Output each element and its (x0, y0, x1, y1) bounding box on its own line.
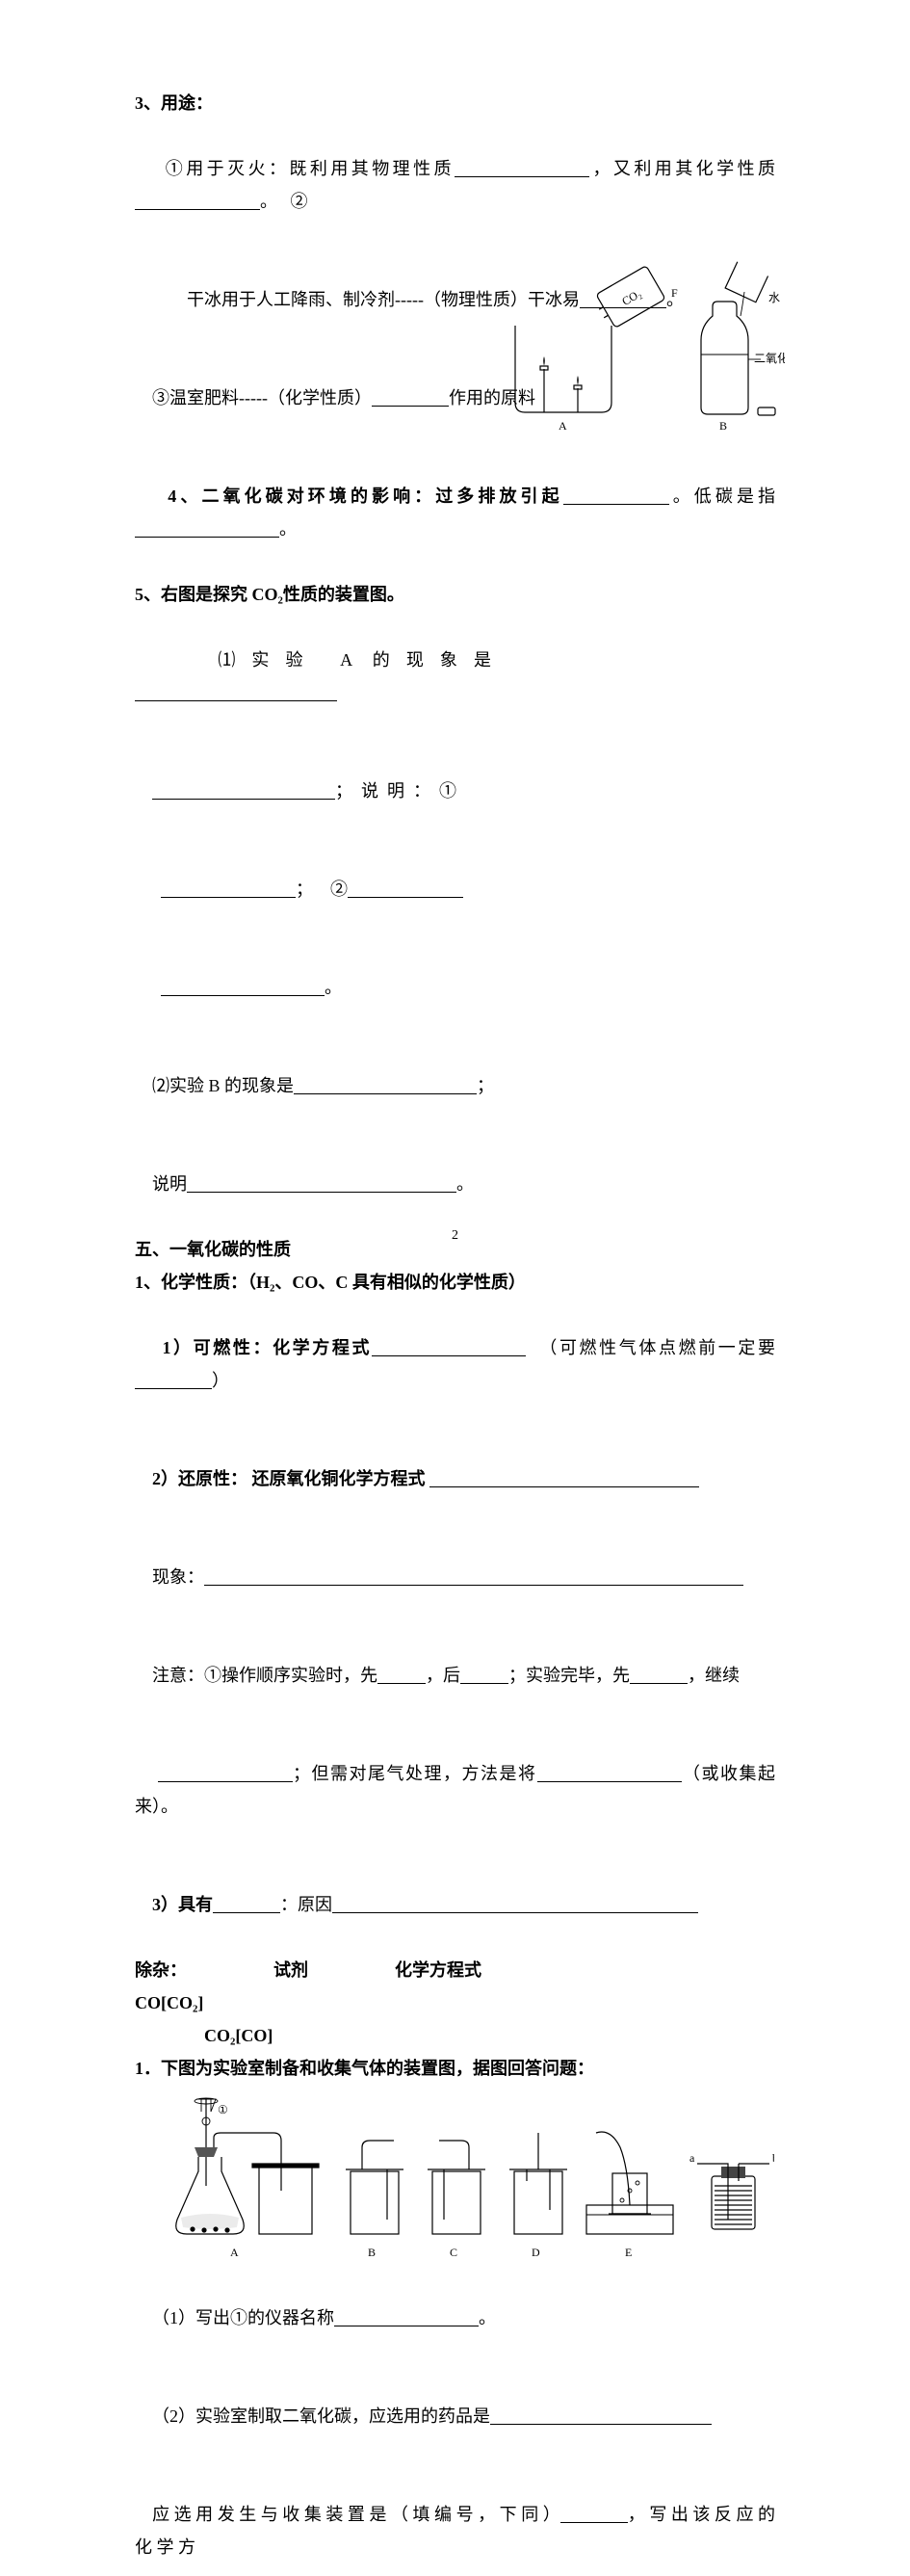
blank[interactable] (213, 1893, 280, 1913)
text: ①用于灭火：既利用其物理性质 (166, 159, 455, 178)
co-l3: 3）具有 ：原因 (135, 1855, 775, 1954)
text: ⑴实验 A 的现象是 (218, 650, 491, 670)
sec5-title: 5、右图是探究 CO₂性质的装置图。 (135, 578, 775, 611)
text: 4、二氧化碳对环境的影响：过多排放引起 (168, 486, 562, 506)
co-l1: 1）可燃性：化学方程式 （可燃性气体点燃前一定要 ） (135, 1299, 775, 1430)
impurity-1: CO[CO₂] (135, 1986, 775, 2019)
blank[interactable] (135, 517, 279, 538)
blank[interactable] (372, 1336, 526, 1356)
text: ，继续 (688, 1666, 740, 1685)
co-l2: 2）还原性： 还原氧化铜化学方程式 (135, 1430, 775, 1528)
blank[interactable] (294, 1074, 477, 1094)
text: 注意：①操作顺序实验时，先 (152, 1666, 377, 1685)
blank[interactable] (161, 878, 296, 898)
text: ：原因 (280, 1895, 332, 1914)
blank[interactable] (161, 976, 325, 996)
sec5-q1-l1: ⑴实验 A 的现象是 (135, 611, 491, 742)
q1-sub3a: 应 选 用 发 生 与 收 集 装 置 是 （ 填 编 号 ， 下 同 ）， 写… (135, 2465, 775, 2576)
sec5-q1-l4: 。 (135, 938, 491, 1037)
blank[interactable] (204, 1565, 743, 1586)
text: ，又利用其化学性质 (589, 159, 775, 178)
blank[interactable] (630, 1664, 688, 1684)
text: ； (477, 1076, 494, 1095)
blank[interactable] (455, 157, 589, 177)
co-phen: 现象： (135, 1528, 775, 1626)
blank[interactable] (563, 485, 669, 505)
blank[interactable] (348, 878, 463, 898)
text: 3）具有 (152, 1895, 213, 1914)
blank[interactable] (372, 386, 449, 407)
text: ，后 (426, 1666, 460, 1685)
co-note1: 注意：①操作顺序实验时，先 ，后 ；实验完毕，先 ，继续 (135, 1626, 775, 1724)
text: 。 (456, 1174, 474, 1194)
impurity-header: 除杂： 试剂 化学方程式 (135, 1954, 775, 1986)
blank[interactable] (135, 681, 337, 701)
co-prop: 1、化学性质：（H₂、CO、C 具有相似的化学性质） (135, 1266, 775, 1299)
text: 说明 (152, 1174, 187, 1194)
blank[interactable] (429, 1467, 699, 1487)
svg-text:A: A (230, 2246, 239, 2259)
text: （1）写出①的仪器名称 (152, 2308, 334, 2327)
label-a: a (689, 2151, 695, 2165)
q1-sub1: （1）写出①的仪器名称 。 (135, 2269, 775, 2367)
text: ；但需对尾气处理，方法是将 (293, 1764, 537, 1783)
text: 1）可燃性：化学方程式 (162, 1338, 372, 1357)
blank[interactable] (537, 1762, 682, 1782)
text: 。 ② (260, 192, 308, 211)
section-3-title: 3、用途： (135, 87, 775, 119)
blank[interactable] (334, 2306, 479, 2326)
label-B: B (719, 419, 727, 433)
sec4-line1: 4、二氧化碳对环境的影响：过多排放引起 。低碳是指。 (135, 447, 775, 578)
text: ； 说 明 ： ① (335, 781, 456, 801)
blank[interactable] (460, 1664, 508, 1684)
sec5-q2-l1: ⑵实验 B 的现象是 ； (135, 1037, 775, 1135)
blank[interactable] (377, 1664, 426, 1684)
sec5-q1-l3: ； ② (135, 840, 491, 938)
q1-title: 1．下图为实验室制备和收集气体的装置图，据图回答问题： (135, 2052, 775, 2085)
sec3-line1: ①用于灭火：既利用其物理性质 ，又利用其化学性质。 ② (135, 119, 775, 250)
blank[interactable] (135, 1369, 212, 1389)
blank[interactable] (158, 1762, 293, 1782)
text: 。 (325, 978, 342, 997)
text: ③温室肥料-----（化学性质） (152, 388, 372, 407)
text: 。低碳是指 (669, 486, 775, 506)
worksheet-page: 3、用途： ①用于灭火：既利用其物理性质，又利用其化学性质。 ② 干冰用于人工降… (0, 0, 910, 1288)
text: 2）还原性： 还原氧化铜化学方程式 (152, 1469, 426, 1488)
text: 应 选 用 发 生 与 收 集 装 置 是 （ 填 编 号 ， 下 同 ） (152, 2505, 560, 2524)
q1-sub2: （2）实验室制取二氧化碳，应选用的药品是 (135, 2367, 775, 2465)
text: 现象： (152, 1567, 204, 1587)
svg-text:B: B (368, 2246, 376, 2259)
blank[interactable] (490, 2405, 712, 2425)
label-F: F (671, 286, 678, 300)
blank[interactable] (187, 1172, 456, 1193)
experiment-ab-diagram: A CO₂ F 水 二氧化碳 B (506, 258, 785, 451)
svg-text:D: D (532, 2246, 540, 2259)
text: 。 (479, 2308, 496, 2327)
label-water: 水 (768, 291, 780, 304)
sec5-q2-l2: 说明 。 (135, 1135, 775, 1233)
sec5-q1-l2: ； 说 明 ： ① (135, 742, 491, 840)
blank[interactable] (135, 190, 260, 210)
label-co2cn: 二氧化碳 (754, 352, 785, 365)
label-b: b (772, 2151, 774, 2165)
label-A: A (559, 419, 567, 433)
blank[interactable] (560, 2503, 628, 2523)
label-circ1: ① (218, 2103, 228, 2116)
text: ； ② (296, 880, 348, 899)
label-co2: CO₂ (619, 286, 643, 308)
text: （可燃性气体点燃前一定要 (539, 1338, 775, 1357)
text: ⑵实验 B 的现象是 (152, 1076, 294, 1095)
blank[interactable] (332, 1893, 698, 1913)
text: （2）实验室制取二氧化碳，应选用的药品是 (152, 2406, 490, 2426)
blank[interactable] (152, 779, 335, 800)
page-number: 2 (0, 1228, 910, 1244)
svg-text:C: C (450, 2246, 457, 2259)
text: ；实验完毕，先 (508, 1666, 630, 1685)
apparatus-diagram: ① A B (158, 2094, 774, 2263)
text: ） (212, 1371, 229, 1390)
impurity-2: CO₂[CO] (135, 2019, 775, 2052)
svg-text:E: E (625, 2246, 632, 2259)
co-note2: ；但需对尾气处理，方法是将（或收集起来）。 (135, 1724, 775, 1855)
text: 。 (279, 519, 297, 539)
